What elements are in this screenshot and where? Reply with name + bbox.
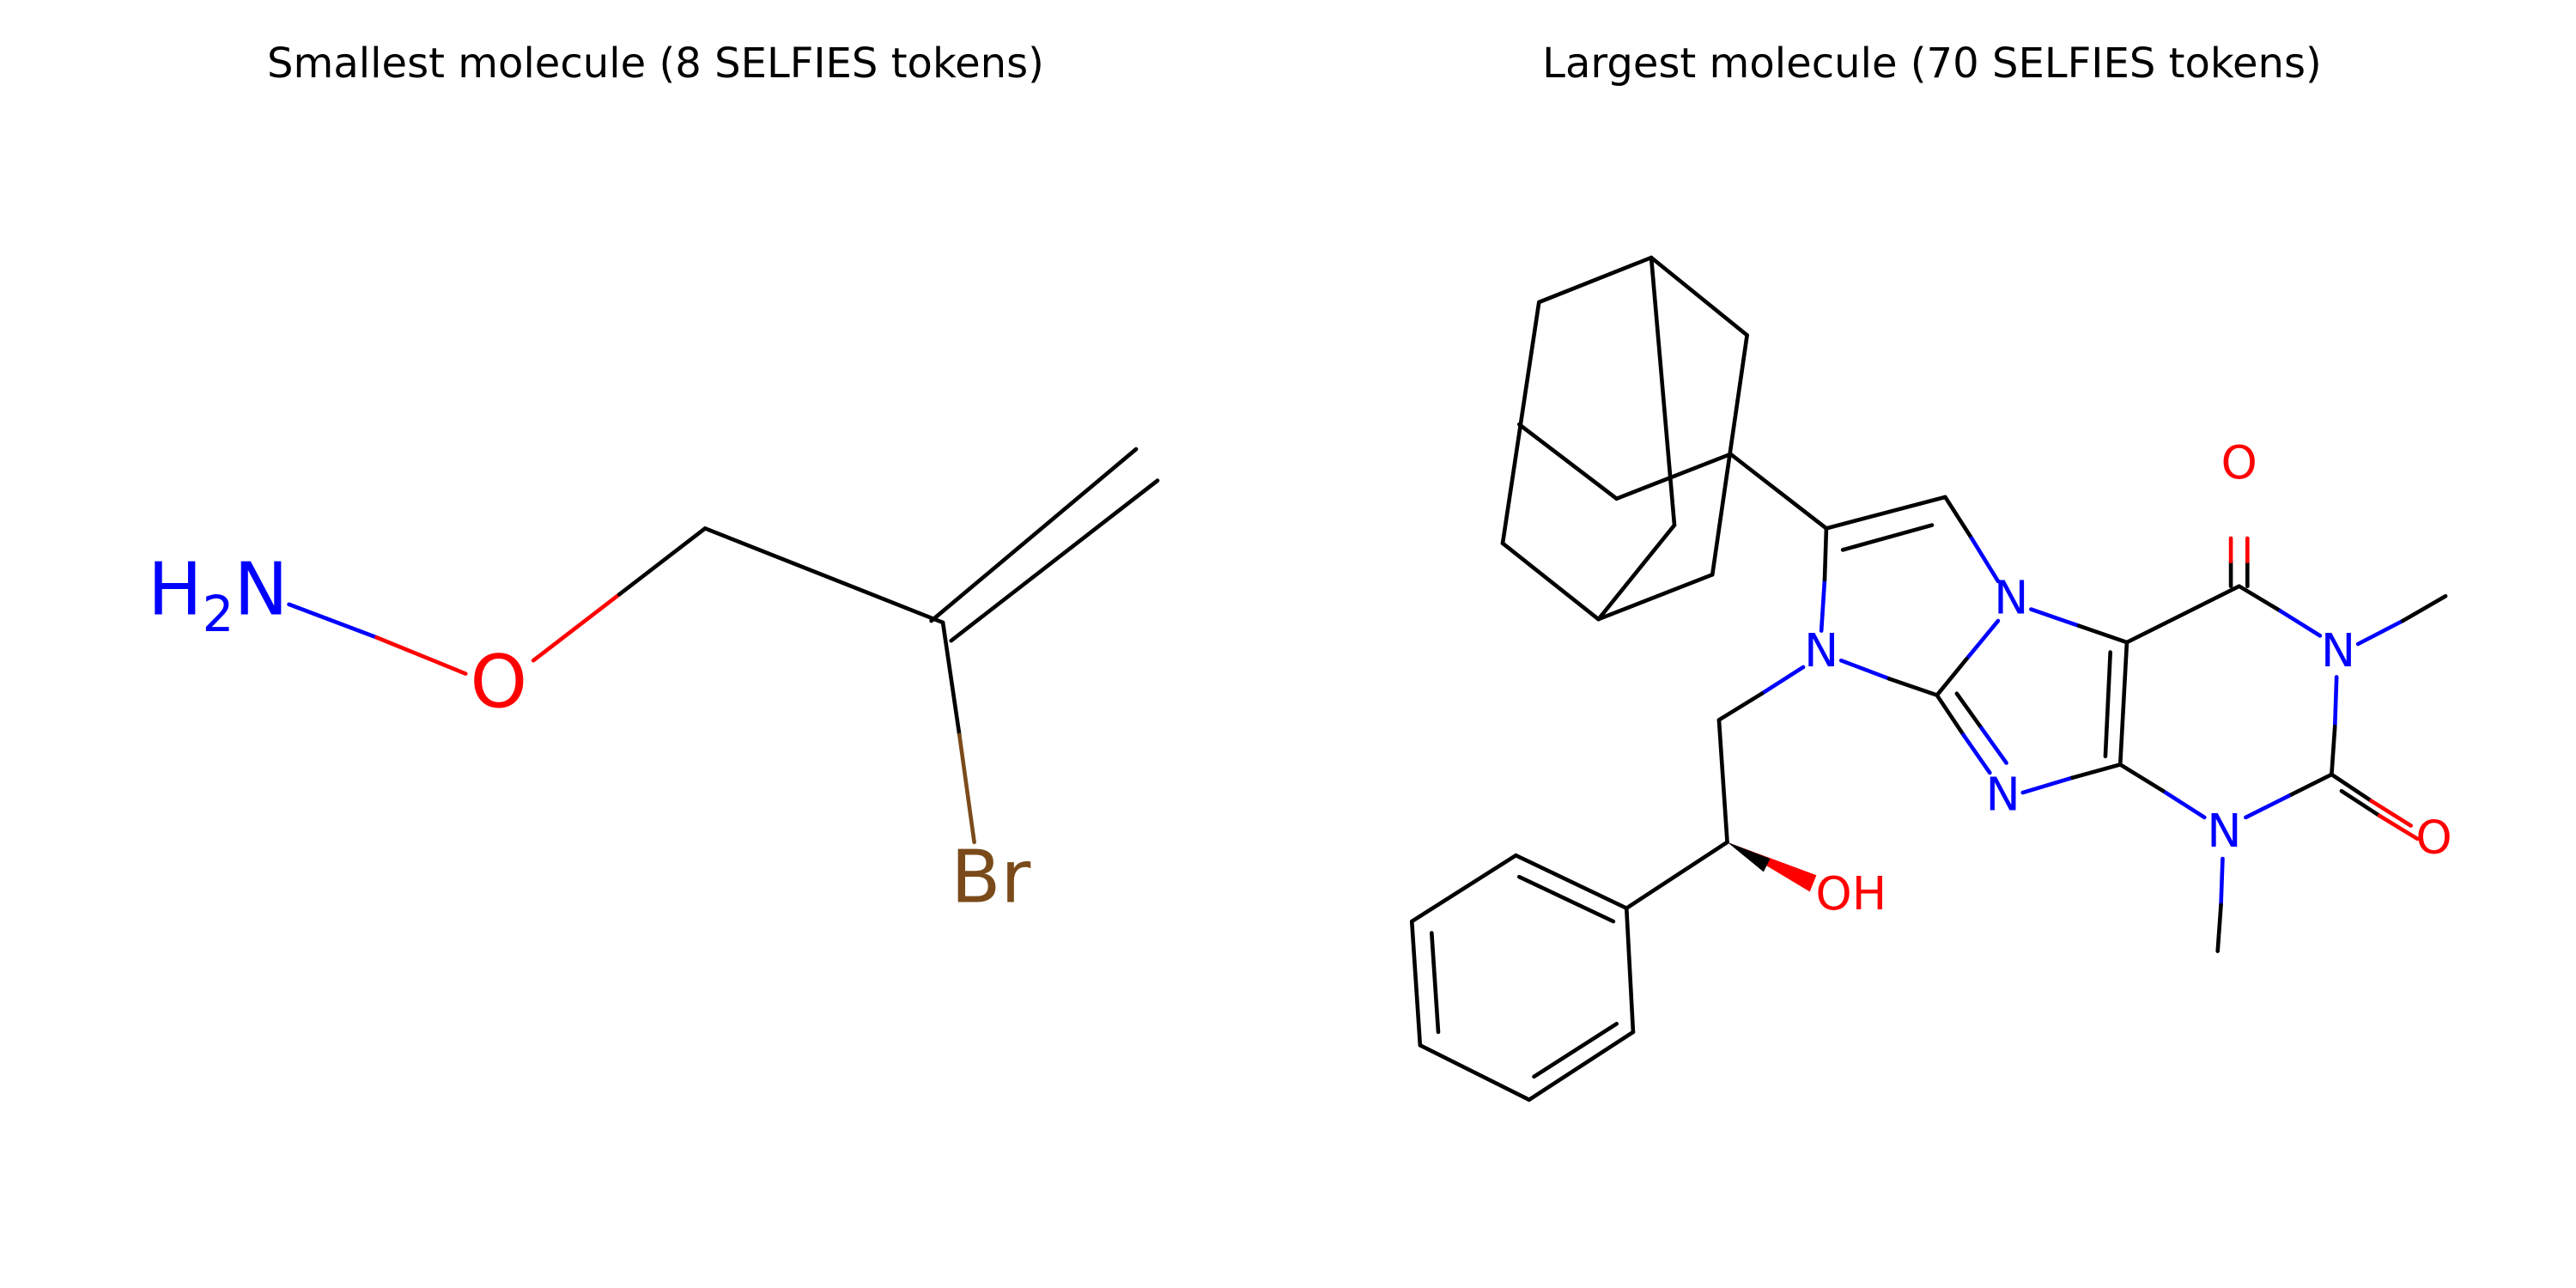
bond xyxy=(374,635,468,676)
bond xyxy=(1716,691,1765,722)
bond xyxy=(1840,523,1935,552)
bond xyxy=(2219,856,2225,908)
bond xyxy=(1624,906,1636,1035)
bond xyxy=(531,592,622,663)
bond xyxy=(2369,799,2413,828)
bond xyxy=(2278,609,2323,638)
bond xyxy=(1649,255,1749,337)
atom-label: OH xyxy=(1815,866,1886,920)
bond xyxy=(1409,919,1423,1048)
bond xyxy=(2103,650,2112,759)
bond xyxy=(1409,853,1518,924)
bond xyxy=(1596,572,1715,622)
atom-label: N xyxy=(1986,767,2020,821)
panel-title: Largest molecule (70 SELFIES tokens) xyxy=(1542,39,2322,88)
bond xyxy=(1500,541,1601,622)
bond xyxy=(2160,788,2207,820)
bond xyxy=(1614,452,1733,501)
bond xyxy=(2377,813,2420,841)
bond xyxy=(929,447,1139,623)
bond xyxy=(1935,657,1969,697)
bond xyxy=(2244,793,2291,820)
bond xyxy=(1886,677,1940,697)
atom-symbol: N xyxy=(234,547,288,632)
bond xyxy=(1430,931,1441,1035)
bond xyxy=(1965,618,2001,661)
bond xyxy=(1500,300,1541,545)
atom-label: Br xyxy=(951,834,1030,919)
bond xyxy=(940,620,962,738)
bond xyxy=(2330,724,2337,777)
bond xyxy=(1728,452,1829,531)
bond xyxy=(1969,536,2001,584)
bond xyxy=(2330,772,2373,803)
bond xyxy=(2339,788,2382,818)
atom-symbol: H xyxy=(148,547,203,632)
atom-label: O xyxy=(470,639,527,724)
bond xyxy=(1514,853,1629,910)
bond xyxy=(1824,495,1947,531)
bond xyxy=(2070,762,2123,781)
atom-label: O xyxy=(2415,810,2451,864)
bond xyxy=(1516,874,1616,924)
bond xyxy=(1759,665,1806,696)
bond xyxy=(1527,1030,1636,1103)
atom-subscript: 2 xyxy=(203,585,234,643)
atom-label: N xyxy=(2321,623,2355,677)
atom-label: H2N xyxy=(148,547,289,643)
bond xyxy=(1516,422,1619,501)
bond xyxy=(617,526,708,597)
bond xyxy=(1532,1022,1619,1079)
bond xyxy=(957,732,976,845)
bond xyxy=(1418,1043,1532,1103)
panel-title: Smallest molecule (8 SELFIES tokens) xyxy=(267,39,1044,88)
bond xyxy=(2020,775,2075,795)
bond xyxy=(1624,840,1729,910)
bond xyxy=(1935,693,1965,738)
bond xyxy=(1838,658,1892,681)
bond xyxy=(1979,726,2008,765)
bond xyxy=(2076,623,2129,645)
atom-label: N xyxy=(1994,571,2028,625)
bond xyxy=(1819,577,1827,633)
bond xyxy=(2124,584,2241,645)
bond xyxy=(2117,640,2129,767)
bond xyxy=(1649,255,1677,527)
bond xyxy=(1943,495,1974,541)
bond xyxy=(2237,584,2283,613)
atom-label: N xyxy=(1804,623,1838,677)
bond xyxy=(1961,732,1992,775)
bond xyxy=(1822,526,1829,582)
bond xyxy=(2355,618,2405,647)
bond xyxy=(702,526,945,625)
atom-label: O xyxy=(2221,435,2257,489)
bond xyxy=(1954,691,1984,731)
bond xyxy=(287,602,379,640)
bond xyxy=(2117,762,2166,793)
bond xyxy=(949,478,1160,643)
bond xyxy=(1596,523,1677,622)
bond xyxy=(1716,718,1729,845)
bond xyxy=(2215,902,2223,953)
bond xyxy=(2287,772,2334,799)
bond xyxy=(1537,255,1654,305)
bond xyxy=(2400,593,2448,623)
atom-label: N xyxy=(2207,804,2241,858)
bond xyxy=(2029,607,2081,629)
wedge-bond xyxy=(1727,841,1771,872)
bond xyxy=(2332,675,2339,729)
